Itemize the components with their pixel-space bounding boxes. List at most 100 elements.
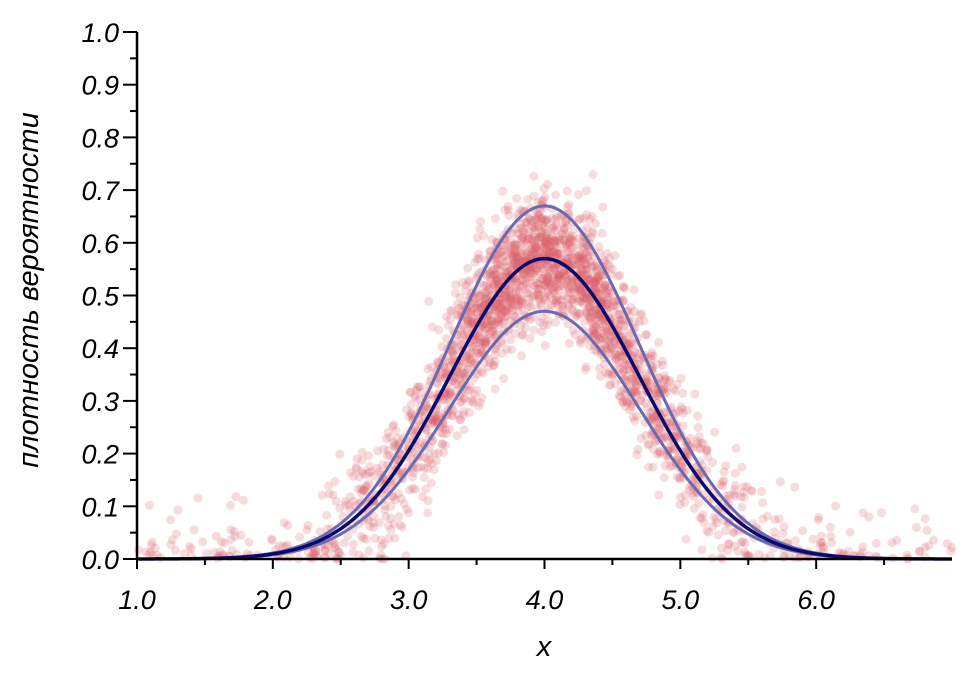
scatter-point (429, 413, 439, 423)
scatter-point (546, 234, 556, 244)
scatter-point (577, 290, 587, 300)
scatter-point (439, 448, 449, 458)
scatter-point (348, 547, 358, 557)
scatter-point (372, 463, 382, 473)
scatter-point (508, 258, 518, 268)
scatter-point (430, 415, 439, 425)
scatter-point (542, 234, 552, 244)
scatter-point (493, 260, 503, 270)
scatter-point (541, 238, 550, 247)
scatter-point (739, 482, 749, 492)
scatter-point (517, 234, 527, 244)
scatter-point (517, 232, 527, 242)
scatter-point (442, 390, 452, 400)
scatter-point (638, 390, 647, 400)
scatter-point (552, 250, 561, 260)
scatter-point (339, 538, 349, 548)
scatter-point (559, 224, 569, 234)
scatter-point (311, 546, 321, 556)
scatter-point (617, 316, 627, 326)
scatter-point (475, 224, 485, 234)
scatter-point (568, 294, 578, 304)
scatter-point (533, 243, 543, 253)
scatter-point (487, 235, 497, 244)
scatter-point (539, 320, 549, 330)
scatter-point (441, 367, 451, 377)
scatter-point (672, 379, 682, 389)
scatter-point (702, 446, 711, 456)
scatter-point (541, 292, 550, 302)
scatter-point (451, 379, 461, 389)
scatter-point (515, 223, 525, 233)
scatter-point (489, 361, 499, 371)
scatter-point (329, 543, 339, 553)
scatter-point (652, 359, 662, 369)
scatter-point (613, 271, 623, 281)
scatter-point (564, 275, 574, 285)
scatter-point (660, 432, 669, 441)
scatter-point (581, 186, 591, 196)
scatter-point (600, 340, 610, 350)
scatter-point (499, 240, 509, 250)
scatter-point (359, 485, 369, 495)
scatter-point (544, 233, 554, 243)
scatter-point (542, 262, 552, 272)
scatter-point (630, 377, 639, 386)
scatter-point (516, 295, 526, 305)
scatter-point (518, 226, 528, 236)
scatter-point (430, 449, 440, 459)
scatter-point (672, 473, 682, 482)
scatter-point (595, 364, 604, 373)
scatter-point (531, 241, 541, 251)
scatter-point (198, 537, 208, 547)
scatter-point (654, 425, 664, 435)
scatter-point (595, 333, 605, 343)
scatter-point (651, 390, 661, 400)
scatter-point (790, 536, 800, 546)
scatter-point (483, 333, 493, 343)
scatter-point (564, 238, 574, 248)
scatter-point (525, 267, 535, 277)
scatter-point (442, 394, 452, 404)
scatter-point (405, 387, 415, 397)
scatter-point (577, 263, 587, 273)
scatter-point (784, 550, 794, 560)
scatter-point (730, 485, 740, 495)
scatter-point (730, 480, 740, 490)
scatter-point (646, 408, 656, 418)
scatter-point (357, 455, 367, 465)
scatter-point (598, 285, 608, 295)
scatter-point (568, 242, 578, 252)
scatter-point (267, 535, 277, 545)
scatter-point (390, 533, 400, 543)
scatter-point (551, 190, 561, 200)
scatter-point (555, 281, 565, 291)
scatter-point (577, 296, 587, 306)
scatter-point (475, 398, 485, 408)
scatter-point (444, 356, 454, 365)
scatter-point (575, 256, 584, 266)
scatter-point (526, 220, 536, 230)
scatter-point (404, 412, 414, 422)
scatter-point (620, 394, 630, 404)
y-tick-label: 0.0 (81, 545, 119, 575)
scatter-point (644, 462, 654, 472)
scatter-point (539, 195, 548, 205)
scatter-point (459, 410, 469, 420)
scatter-point (556, 271, 566, 281)
scatter-point (529, 231, 539, 241)
scatter-point (857, 547, 867, 557)
scatter-point (636, 434, 646, 443)
scatter-point (568, 260, 577, 270)
scatter-point (173, 505, 183, 515)
scatter-point (587, 317, 597, 327)
scatter-point (476, 338, 486, 347)
scatter-point (590, 277, 600, 287)
scatter-point (790, 482, 800, 492)
scatter-point (445, 388, 454, 398)
scatter-point (565, 283, 574, 293)
scatter-point (424, 296, 434, 306)
scatter-point (464, 407, 474, 417)
scatter-point (479, 328, 489, 338)
scatter-point (440, 391, 450, 401)
